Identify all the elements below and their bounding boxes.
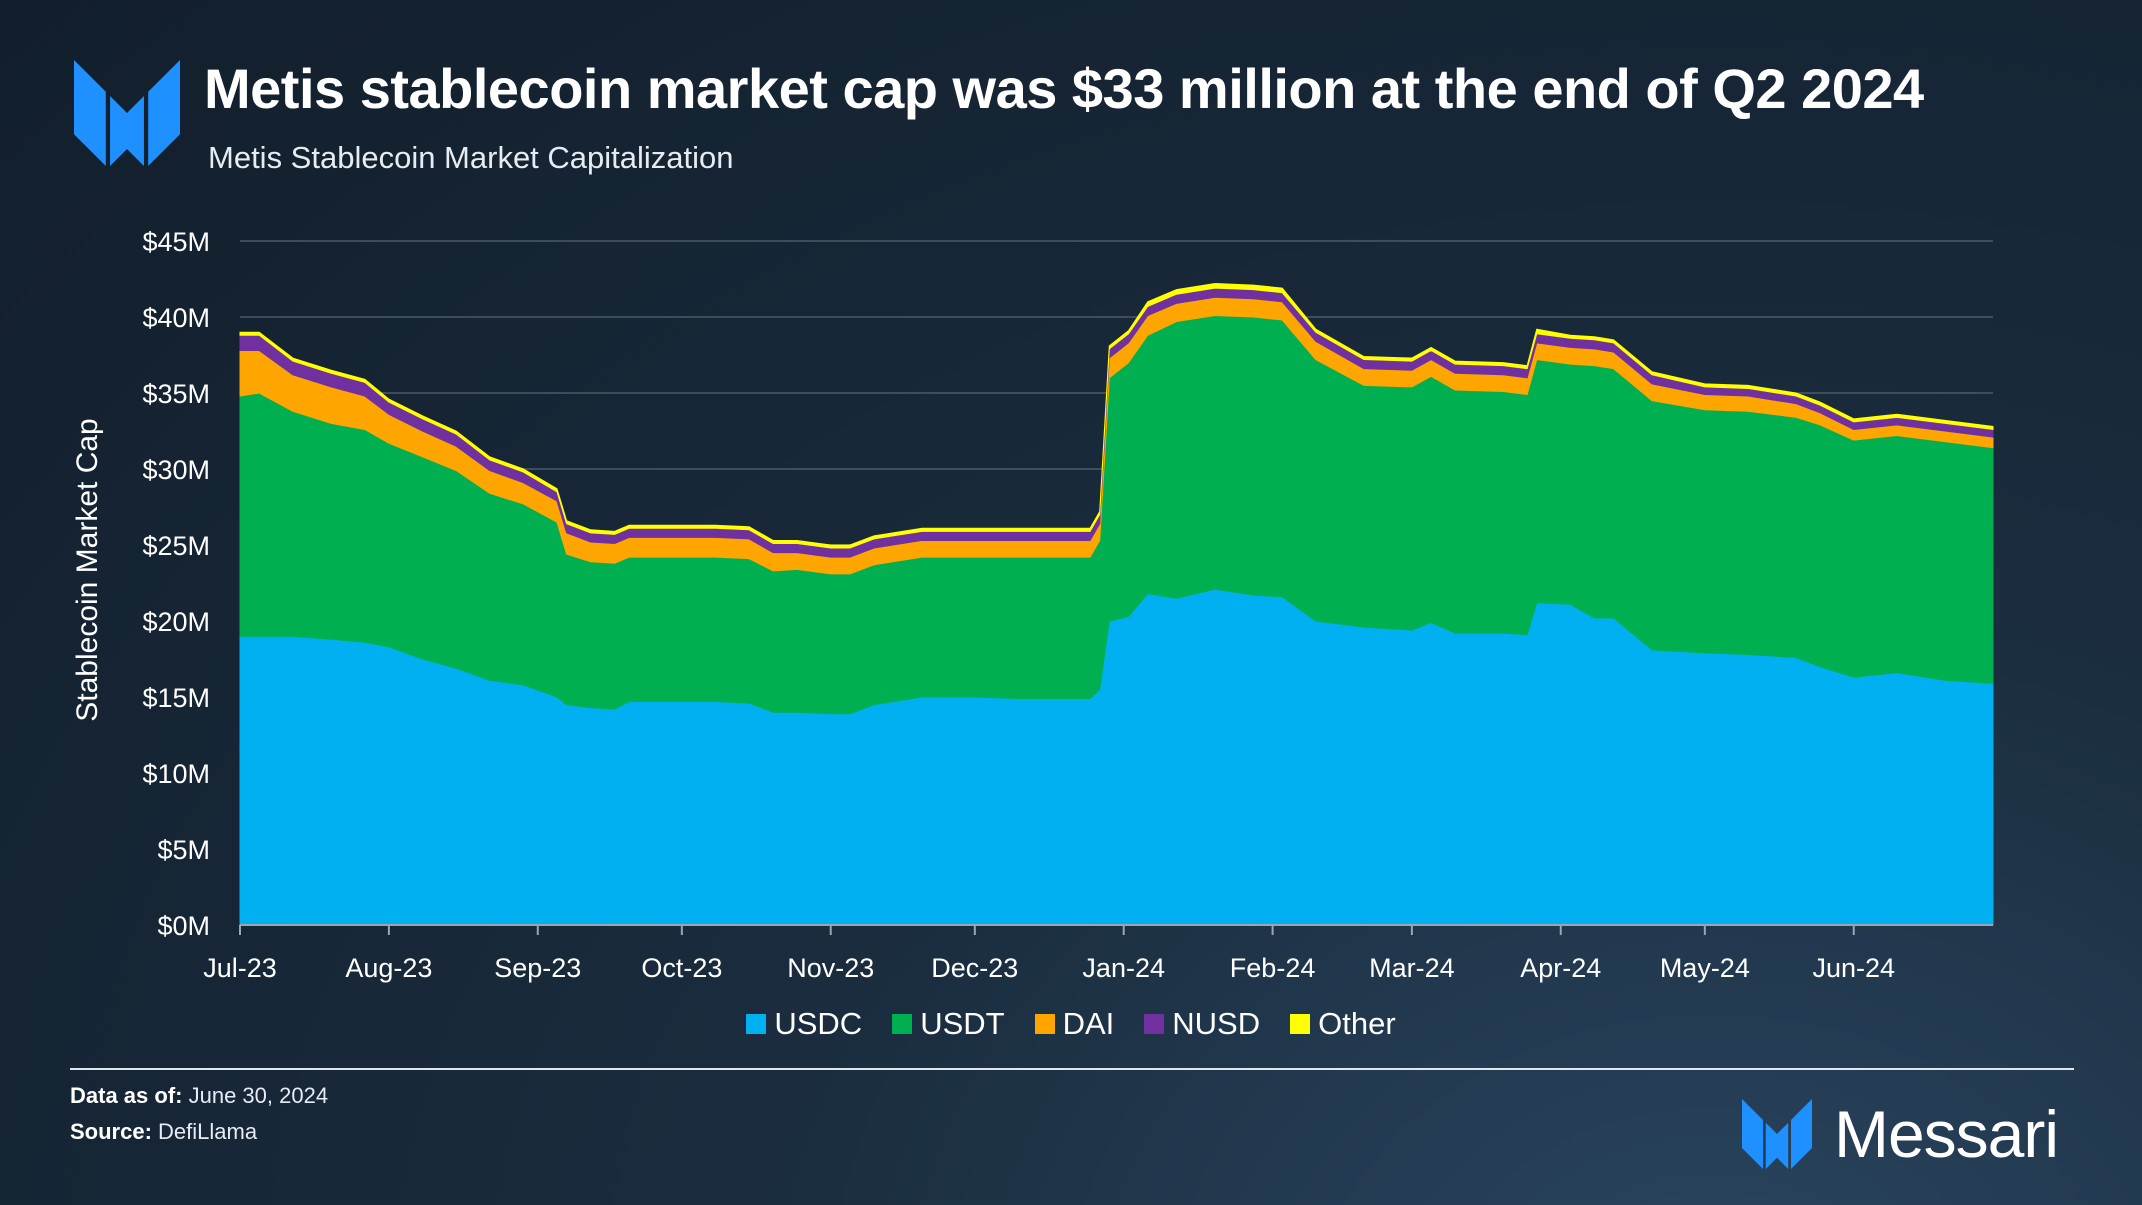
x-tick-label: Apr-24 xyxy=(1520,953,1601,983)
y-tick-label: $0M xyxy=(157,911,210,941)
x-tick-label: Mar-24 xyxy=(1369,953,1455,983)
data-as-of-label: Data as of: xyxy=(70,1083,183,1108)
x-tick-label: Oct-23 xyxy=(641,953,722,983)
source-line: Source: DefiLlama xyxy=(70,1119,257,1145)
legend-label-dai: DAI xyxy=(1062,1006,1115,1041)
y-tick-label: $10M xyxy=(142,759,210,789)
y-tick-label: $45M xyxy=(142,227,210,257)
legend-item-usdt: USDT xyxy=(892,1006,1005,1042)
x-tick-label: Jul-23 xyxy=(203,953,277,983)
legend-swatch-other xyxy=(1290,1014,1311,1034)
y-tick-label: $35M xyxy=(142,379,210,409)
source-label: Source: xyxy=(70,1119,152,1144)
x-axis: Jul-23 Aug-23 Sep-23 Oct-23 Nov-23 Dec-23 Jan-… xyxy=(203,924,1993,983)
y-tick-label: $5M xyxy=(157,835,210,865)
brand-name: Messari xyxy=(1834,1097,2059,1171)
chart-title: Metis stablecoin market cap was $33 mill… xyxy=(204,57,1924,120)
y-tick-label: $15M xyxy=(142,683,210,713)
x-tick-label: May-24 xyxy=(1660,953,1750,983)
y-axis-label: Stablecoin Market Cap xyxy=(71,418,104,722)
x-tick-label: Nov-23 xyxy=(787,953,874,983)
legend-item-other: Other xyxy=(1290,1006,1396,1042)
data-as-of: Data as of: June 30, 2024 xyxy=(70,1083,328,1109)
x-tick-label: Sep-23 xyxy=(494,953,581,983)
y-tick-label: $40M xyxy=(142,303,210,333)
area-series xyxy=(239,283,1994,926)
legend-item-nusd: NUSD xyxy=(1144,1006,1260,1042)
footer-divider xyxy=(70,1068,2074,1070)
legend-swatch-usdt xyxy=(892,1014,913,1034)
legend-label-nusd: NUSD xyxy=(1172,1006,1261,1041)
messari-logo-icon xyxy=(74,60,180,166)
x-tick-label: Feb-24 xyxy=(1230,953,1316,983)
source-value: DefiLlama xyxy=(158,1119,258,1144)
chart-legend: USDC USDT DAI NUSD Other xyxy=(0,1006,2142,1042)
legend-label-usdt: USDT xyxy=(920,1006,1005,1041)
y-axis: $0M $5M $10M $15M $20M $25M $30M $35M $40M $45M xyxy=(142,227,210,941)
messari-brand-icon xyxy=(1742,1099,1812,1169)
x-tick-label: Jun-24 xyxy=(1812,953,1895,983)
legend-swatch-dai xyxy=(1034,1014,1055,1034)
y-tick-label: $20M xyxy=(142,607,210,637)
chart-subtitle: Metis Stablecoin Market Capitalization xyxy=(208,140,734,175)
stacked-area-chart: $0M $5M $10M $15M $20M $25M $30M $35M $40M $45M J… xyxy=(71,227,1994,983)
legend-label-usdc: USDC xyxy=(774,1006,863,1041)
data-as-of-value: June 30, 2024 xyxy=(188,1083,329,1108)
x-tick-label: Aug-23 xyxy=(345,953,432,983)
legend-swatch-usdc xyxy=(746,1014,767,1034)
x-tick-label: Dec-23 xyxy=(931,953,1018,983)
legend-item-usdc: USDC xyxy=(746,1006,862,1042)
x-tick-label: Jan-24 xyxy=(1082,953,1165,983)
brand-lockup: Messari xyxy=(1742,1096,2059,1172)
y-tick-label: $25M xyxy=(142,531,210,561)
y-tick-label: $30M xyxy=(142,455,210,485)
area-other xyxy=(239,283,1994,549)
legend-item-dai: DAI xyxy=(1034,1006,1115,1042)
legend-label-other: Other xyxy=(1318,1006,1396,1041)
legend-swatch-nusd xyxy=(1144,1014,1165,1034)
